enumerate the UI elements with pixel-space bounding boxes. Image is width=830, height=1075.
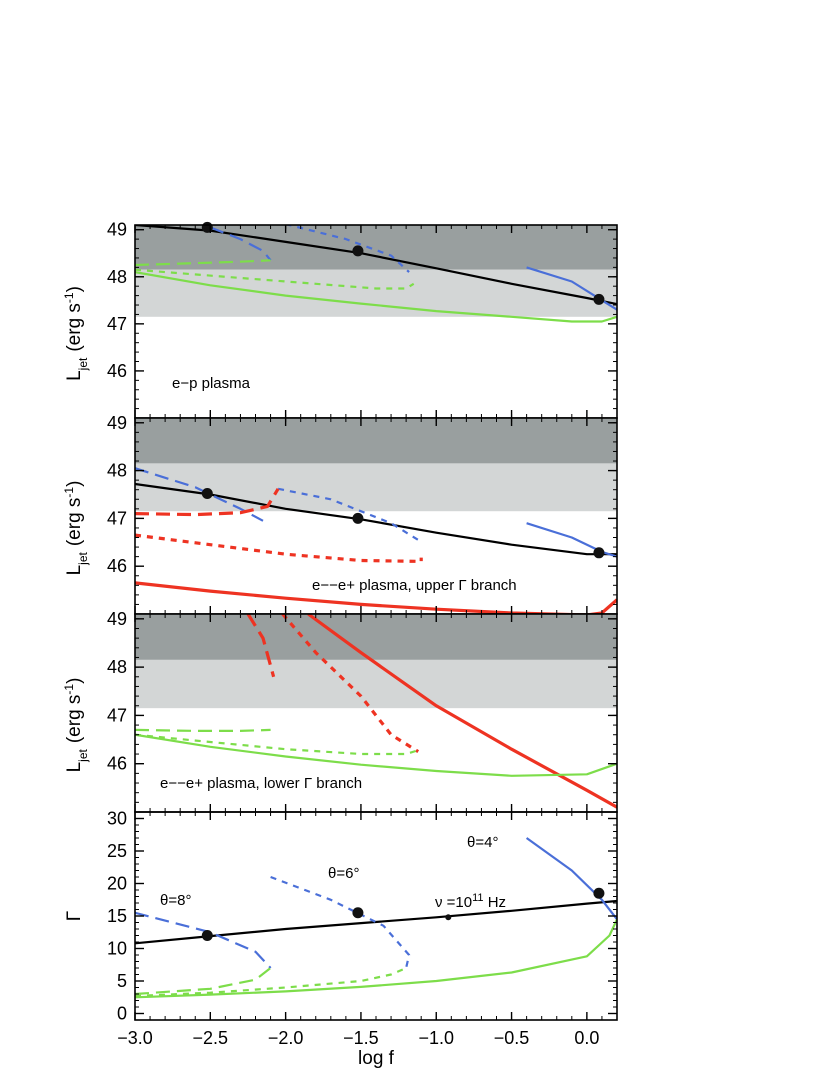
y-tick-label: 48 — [107, 267, 127, 287]
series-blue-dashed-p1 — [209, 226, 272, 261]
band-light-1 — [135, 463, 617, 512]
band-light-0 — [135, 269, 617, 317]
series-blue-dotted-p1 — [285, 225, 410, 273]
series-blue-solid-p1 — [526, 266, 617, 311]
y-axis-label-ljet-2: Ljet(erg s-1) — [62, 481, 90, 576]
series-green-solid-p1 — [135, 271, 617, 323]
series-green-dotted-p4 — [135, 966, 407, 998]
annotation-ep-plasma: e−p plasma — [172, 375, 251, 392]
series-black-solid-p4 — [135, 899, 617, 945]
annotation-theta-6: θ=6° — [328, 865, 359, 882]
marker-point-p1-1 — [352, 245, 364, 257]
y-tick-label: 49 — [107, 413, 127, 433]
series-green-dotted-p1 — [135, 268, 415, 290]
annotation-theta-8: θ=8° — [160, 892, 191, 909]
x-tick-label: −2.0 — [268, 1028, 304, 1048]
series-green-dashed-p3 — [135, 728, 271, 732]
annotation-nu-frequency: ν =1011 Hz — [435, 892, 506, 911]
series-black-solid-p2 — [135, 482, 617, 556]
series-red-dotted-p3 — [281, 614, 420, 753]
y-tick-label: 15 — [107, 906, 127, 926]
marker-point-p2-2 — [593, 547, 605, 559]
y-tick-label: 47 — [107, 314, 127, 334]
y-axis-label-ljet-1: Ljet(erg s-1) — [62, 286, 90, 381]
y-tick-label: 46 — [107, 754, 127, 774]
marker-point-p4-1 — [352, 907, 364, 919]
series-blue-solid-p4 — [525, 837, 617, 920]
y-tick-label: 49 — [107, 220, 127, 240]
series-blue-dotted-p4 — [270, 875, 411, 969]
series-green-solid-p4 — [135, 918, 617, 999]
annotation-pair-lower: e−−e+ plasma, lower Γ branch — [160, 775, 362, 792]
series-green-dotted-p3 — [135, 733, 419, 756]
y-tick-label: 10 — [107, 939, 127, 959]
y-tick-label: 46 — [107, 361, 127, 381]
x-tick-label: −0.5 — [494, 1028, 530, 1048]
series-red-dashed-p3 — [246, 614, 276, 678]
y-tick-label: 46 — [107, 556, 127, 576]
series-red-solid-p3 — [307, 614, 617, 809]
series-red-dotted-p2 — [135, 533, 423, 563]
band-light-2 — [135, 659, 617, 709]
panel-ep: 46 47 48 49 e−p plasma Ljet(erg s-1) — [62, 220, 618, 419]
x-axis-label-log-f: log f — [358, 1048, 395, 1069]
panel-pair-upper: 46 47 48 49 e−−e+ plasma, upper Γ branch Lj… — [62, 413, 618, 615]
x-tick-label: −1.5 — [343, 1028, 379, 1048]
x-tick-label: 0.0 — [574, 1028, 599, 1048]
series-blue-solid-p2 — [526, 522, 617, 558]
series-red-dashed-p2 — [135, 487, 280, 517]
series-blue-dotted-p2 — [277, 487, 419, 541]
y-tick-label: 49 — [107, 609, 127, 629]
y-tick-label: 30 — [107, 809, 127, 829]
y-tick-label: 48 — [107, 461, 127, 481]
series-blue-dashed-p4 — [135, 911, 272, 969]
series-green-solid-p3 — [135, 733, 617, 777]
marker-point-p4-0 — [201, 930, 213, 941]
marker-point-p4-2 — [593, 887, 605, 899]
annotation-pair-upper: e−−e+ plasma, upper Γ branch — [312, 577, 517, 594]
band-dark-2 — [135, 614, 617, 660]
y-tick-label: 47 — [107, 705, 127, 725]
y-tick-label: 25 — [107, 841, 127, 861]
series-green-dashed-p4 — [135, 967, 272, 996]
marker-point-p2-0 — [201, 488, 213, 500]
x-tick-label: −3.0 — [117, 1028, 153, 1048]
x-tick-label: −1.0 — [418, 1028, 454, 1048]
marker-nu-point — [445, 914, 452, 921]
series-green-dashed-p1 — [135, 259, 271, 267]
y-axis-label-gamma: Γ — [64, 911, 85, 921]
marker-point-p2-1 — [352, 512, 364, 524]
y-tick-label: 47 — [107, 508, 127, 528]
annotation-theta-4: θ=4° — [467, 834, 498, 851]
x-tick-label: −2.5 — [193, 1028, 229, 1048]
y-tick-label: 0 — [117, 1004, 127, 1024]
panel-pair-lower: 46 47 48 49 e−−e+ plasma, lower Γ branch Lj… — [62, 609, 618, 813]
y-axis-label-ljet-3: Ljet(erg s-1) — [62, 678, 90, 773]
band-dark-1 — [135, 418, 617, 464]
marker-point-p1-0 — [201, 221, 213, 233]
y-tick-label: 48 — [107, 657, 127, 677]
series-blue-dashed-p2 — [135, 467, 264, 522]
marker-point-p1-2 — [593, 293, 605, 305]
y-tick-label: 20 — [107, 874, 127, 894]
y-tick-label: 5 — [117, 971, 127, 991]
